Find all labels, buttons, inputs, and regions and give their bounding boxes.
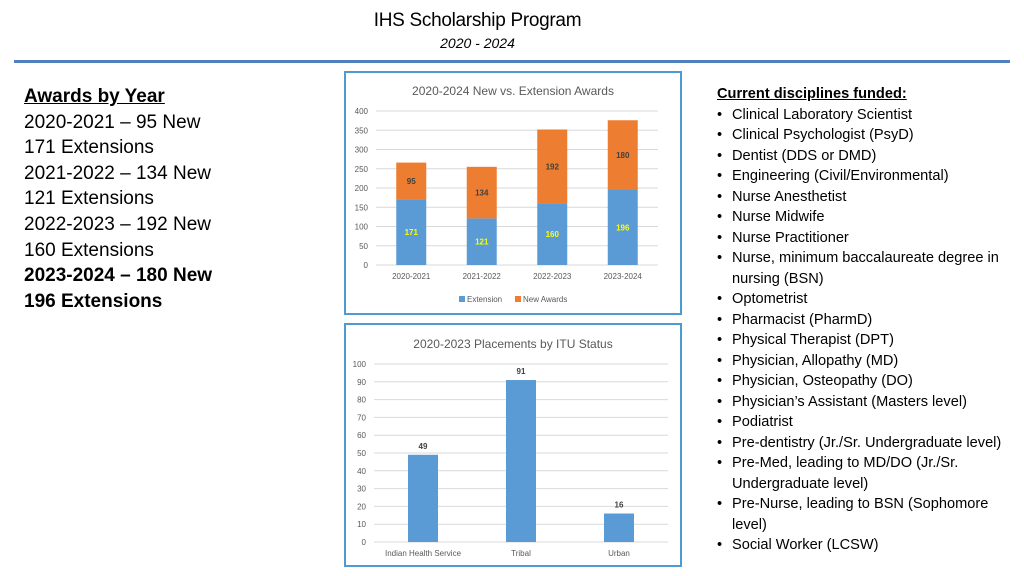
y-tick-label: 50 [359, 242, 368, 251]
y-tick-label: 250 [355, 165, 369, 174]
bar-extension [396, 199, 427, 265]
x-tick-label: Tribal [511, 549, 531, 558]
awards-heading: Awards by Year [24, 86, 165, 107]
y-tick-label: 70 [357, 413, 366, 422]
awards-line: 2023-2024 – 180 New [24, 265, 213, 287]
bar-new-awards [537, 129, 568, 204]
bar-new-awards [466, 166, 497, 219]
awards-line: 2022-2023 – 192 New [24, 213, 211, 235]
data-label: 121 [475, 238, 489, 247]
placements-chart-svg: 2020-2023 Placements by ITU Status 0 10 20 3… [353, 337, 668, 558]
bar-extension [537, 203, 568, 265]
discipline-item: Pre-Med, leading to MD/DO (Jr./Sr. Under… [717, 453, 1017, 494]
y-tick-label: 0 [362, 538, 367, 547]
disciplines-panel: Current disciplines funded: Clinical Lab… [717, 84, 1017, 556]
x-tick-label: Urban [608, 549, 630, 558]
awards-line: 160 Extensions [24, 239, 154, 261]
discipline-item: Pre-Nurse, leading to BSN (Sophomore lev… [717, 494, 1017, 535]
y-tick-label: 30 [357, 485, 366, 494]
discipline-item: Pre-dentistry (Jr./Sr. Undergraduate lev… [717, 433, 1017, 454]
data-label: 196 [616, 223, 630, 232]
discipline-item: Physician, Allopathy (MD) [717, 351, 1017, 372]
legend-label: New Awards [523, 295, 567, 304]
bar-extension [466, 218, 497, 265]
y-tick-label: 0 [364, 261, 369, 270]
discipline-item: Pharmacist (PharmD) [717, 310, 1017, 331]
disciplines-list: Clinical Laboratory ScientistClinical Ps… [717, 105, 1017, 556]
legend-swatch [515, 296, 521, 302]
discipline-item: Social Worker (LCSW) [717, 535, 1017, 556]
new-vs-extension-chart-svg: 2020-2024 New vs. Extension Awards 0 50 100… [355, 84, 658, 304]
bar-new-awards [396, 162, 427, 200]
x-tick-label: 2022-2023 [533, 272, 572, 281]
awards-line: 2020-2021 – 95 New [24, 111, 201, 133]
data-label: 171 [405, 228, 419, 237]
y-tick-label: 20 [357, 502, 366, 511]
y-tick-label: 80 [357, 396, 366, 405]
discipline-item: Optometrist [717, 289, 1017, 310]
awards-line: 171 Extensions [24, 137, 154, 159]
header-divider [14, 60, 1010, 63]
data-label: 134 [475, 189, 489, 198]
bar [506, 380, 536, 542]
awards-line: 121 Extensions [24, 188, 154, 210]
discipline-item: Engineering (Civil/Environmental) [717, 166, 1017, 187]
page-subtitle: 2020 - 2024 [440, 35, 515, 51]
y-tick-label: 90 [357, 378, 366, 387]
data-label: 180 [616, 151, 630, 160]
chart-title: 2020-2023 Placements by ITU Status [413, 337, 612, 351]
legend-label: Extension [467, 295, 502, 304]
awards-line: 196 Extensions [24, 290, 163, 312]
data-label: 160 [546, 230, 560, 239]
x-tick-label: 2021-2022 [463, 272, 502, 281]
discipline-item: Clinical Psychologist (PsyD) [717, 125, 1017, 146]
y-tick-label: 10 [357, 520, 366, 529]
discipline-item: Clinical Laboratory Scientist [717, 105, 1017, 126]
y-tick-label: 60 [357, 431, 366, 440]
bar-new-awards [607, 120, 638, 190]
data-label: 49 [419, 442, 428, 451]
y-tick-label: 350 [355, 126, 369, 135]
discipline-item: Nurse, minimum baccalaureate degree in n… [717, 248, 1017, 289]
x-tick-label: Indian Health Service [385, 549, 462, 558]
discipline-item: Physician, Osteopathy (DO) [717, 371, 1017, 392]
bar [604, 513, 634, 542]
discipline-item: Nurse Practitioner [717, 228, 1017, 249]
discipline-item: Physician’s Assistant (Masters level) [717, 392, 1017, 413]
x-tick-label: 2023-2024 [604, 272, 643, 281]
page-title: IHS Scholarship Program [373, 10, 582, 31]
awards-by-year: Awards by Year 2020-2021 – 95 New 171 Ex… [24, 84, 212, 314]
y-tick-label: 300 [355, 146, 369, 155]
data-label: 16 [615, 501, 624, 510]
legend-swatch [459, 296, 465, 302]
discipline-item: Podiatrist [717, 412, 1017, 433]
y-tick-label: 100 [353, 360, 367, 369]
data-label: 91 [517, 367, 526, 376]
y-tick-label: 400 [355, 107, 369, 116]
discipline-item: Nurse Anesthetist [717, 187, 1017, 208]
bar-extension [607, 189, 638, 265]
y-tick-label: 150 [355, 203, 369, 212]
chart-title: 2020-2024 New vs. Extension Awards [412, 84, 614, 98]
awards-line: 2021-2022 – 134 New [24, 162, 211, 184]
bar [408, 454, 438, 542]
placements-chart: 2020-2023 Placements by ITU Status 0 10 20 3… [344, 323, 682, 567]
data-label: 192 [546, 162, 560, 171]
y-tick-label: 40 [357, 467, 366, 476]
y-tick-label: 200 [355, 184, 369, 193]
discipline-item: Dentist (DDS or DMD) [717, 146, 1017, 167]
new-vs-extension-chart: 2020-2024 New vs. Extension Awards 0 50 100… [344, 71, 682, 315]
discipline-item: Nurse Midwife [717, 207, 1017, 228]
y-tick-label: 50 [357, 449, 366, 458]
data-label: 95 [407, 177, 416, 186]
y-tick-label: 100 [355, 223, 369, 232]
disciplines-heading: Current disciplines funded: [717, 86, 907, 102]
x-tick-label: 2020-2021 [392, 272, 431, 281]
discipline-item: Physical Therapist (DPT) [717, 330, 1017, 351]
